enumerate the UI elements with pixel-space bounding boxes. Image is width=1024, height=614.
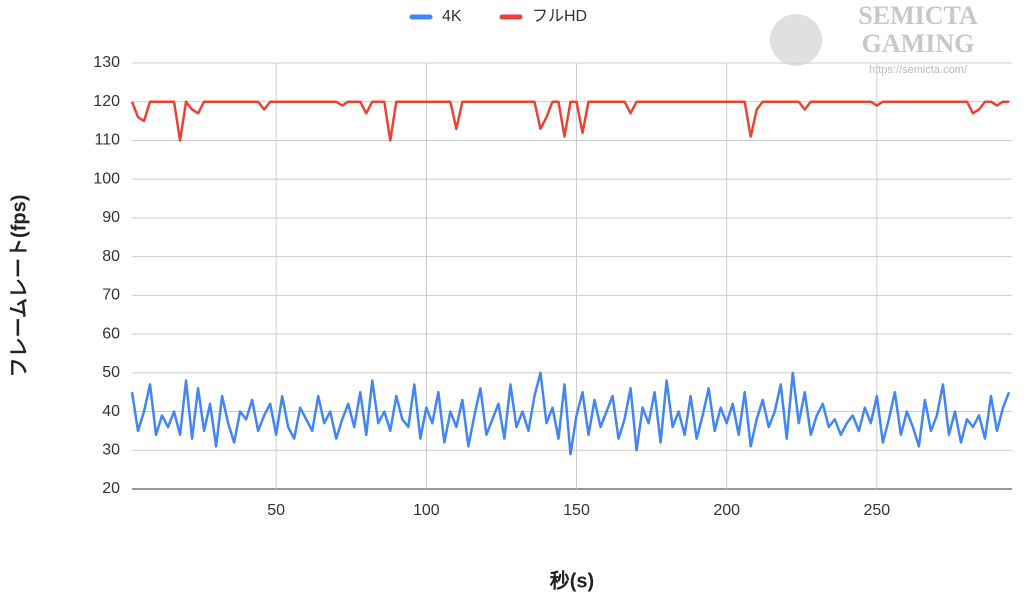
y-tick-label: 110 (94, 132, 120, 149)
data-line (130, 371, 1011, 456)
legend-label: フルHD (532, 8, 587, 25)
watermark: https://semicta.com/ (869, 64, 968, 76)
data-line (130, 100, 1009, 142)
x-tick-label: 50 (267, 502, 285, 519)
watermark: GAMING (862, 29, 975, 58)
y-tick-label: 90 (102, 209, 120, 226)
x-tick-label: 150 (563, 502, 590, 519)
y-tick-label: 130 (93, 54, 120, 71)
watermark: SEMICTA (858, 1, 978, 30)
y-tick-label: 100 (93, 170, 120, 187)
legend-label: 4K (442, 8, 462, 25)
y-tick-label: 60 (102, 325, 120, 342)
y-tick-label: 20 (102, 480, 120, 497)
y-tick-label: 30 (102, 441, 120, 458)
watermark-logo (770, 14, 822, 66)
y-tick-label: 40 (102, 403, 120, 420)
y-tick-label: 120 (93, 93, 120, 110)
y-tick-label: 80 (102, 248, 120, 265)
y-tick-label: 50 (102, 364, 120, 381)
y-axis-title: フレームレート(fps) (8, 195, 30, 378)
x-tick-label: 100 (413, 502, 440, 519)
y-tick-label: 70 (102, 287, 120, 304)
x-axis-title: 秒(s) (550, 568, 594, 592)
x-tick-label: 200 (713, 502, 740, 519)
x-tick-label: 250 (863, 502, 890, 519)
